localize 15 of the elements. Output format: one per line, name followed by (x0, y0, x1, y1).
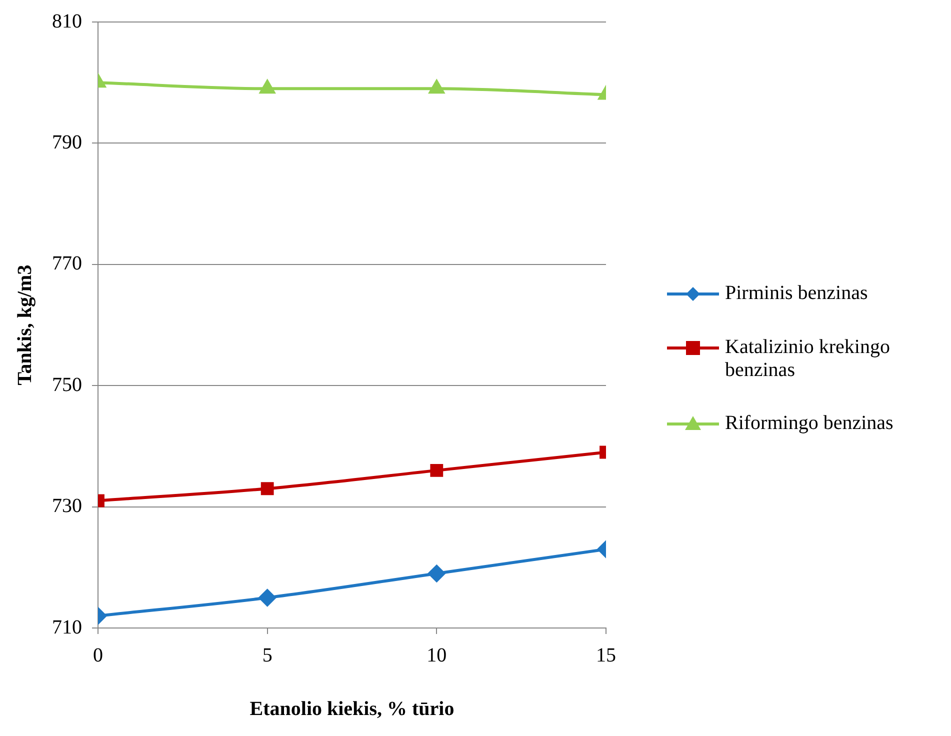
legend-label: Katalizinio krekingo benzinas (725, 336, 891, 382)
y-tick-label: 750 (52, 374, 82, 396)
y-tick-label: 710 (52, 616, 82, 638)
legend-label: Riformingo benzinas (725, 412, 894, 435)
y-tick-label: 810 (52, 10, 82, 32)
y-tick-label: 770 (52, 252, 82, 275)
y-axis-title: Tankis, kg/m3 (14, 264, 36, 386)
legend-label: Pirminis benzinas (725, 282, 869, 305)
x-axis-title: Etanolio kiekis, % tūrio (250, 698, 454, 720)
x-tick-label: 5 (262, 644, 272, 666)
x-tick-label: 0 (93, 644, 103, 666)
x-tick-label: 10 (426, 644, 447, 666)
x-tick-label: 15 (596, 644, 616, 666)
y-tick-label: 730 (52, 495, 82, 518)
y-tick-label: 790 (52, 131, 82, 154)
